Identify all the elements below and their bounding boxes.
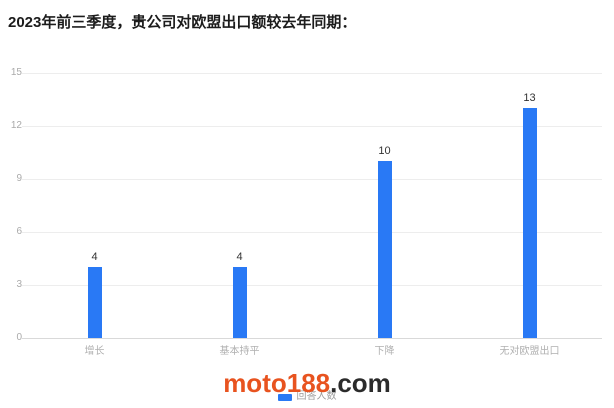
y-axis-tick-label: 12 [10, 120, 22, 131]
y-axis-tick-label: 9 [16, 173, 22, 184]
plot-area: 4 4 10 13 [22, 73, 602, 339]
gridline [22, 126, 602, 127]
chart-title: 2023年前三季度，贵公司对欧盟出口额较去年同期： [8, 14, 357, 31]
bar-value-label: 13 [523, 92, 536, 105]
y-axis-tick-label: 6 [16, 226, 22, 237]
x-axis-tick-label: 增长 [84, 346, 105, 357]
y-axis: 0 3 6 9 12 15 [0, 68, 22, 343]
bar-value-label: 4 [236, 251, 243, 264]
bar-value-label: 4 [91, 251, 98, 264]
gridline [22, 179, 602, 180]
y-axis-tick-label: 15 [10, 67, 22, 78]
gridline [22, 73, 602, 74]
x-axis-tick-label: 无对欧盟出口 [499, 346, 560, 357]
gridline [22, 338, 602, 339]
legend-label: 回答人数 [296, 391, 337, 402]
bar[interactable] [522, 108, 537, 338]
y-axis-tick-label: 3 [16, 279, 22, 290]
chart-legend[interactable]: 回答人数 [0, 389, 614, 405]
x-axis: 增长 基本持平 下降 无对欧盟出口 [22, 345, 602, 363]
bar-value-label: 10 [378, 145, 391, 158]
bar[interactable] [87, 267, 102, 338]
bar[interactable] [232, 267, 247, 338]
gridline [22, 285, 602, 286]
x-axis-tick-label: 基本持平 [219, 346, 260, 357]
bar[interactable] [377, 161, 392, 338]
y-axis-tick-label: 0 [16, 332, 22, 343]
legend-swatch-icon [277, 393, 292, 401]
gridline [22, 232, 602, 233]
x-axis-tick-label: 下降 [374, 346, 395, 357]
